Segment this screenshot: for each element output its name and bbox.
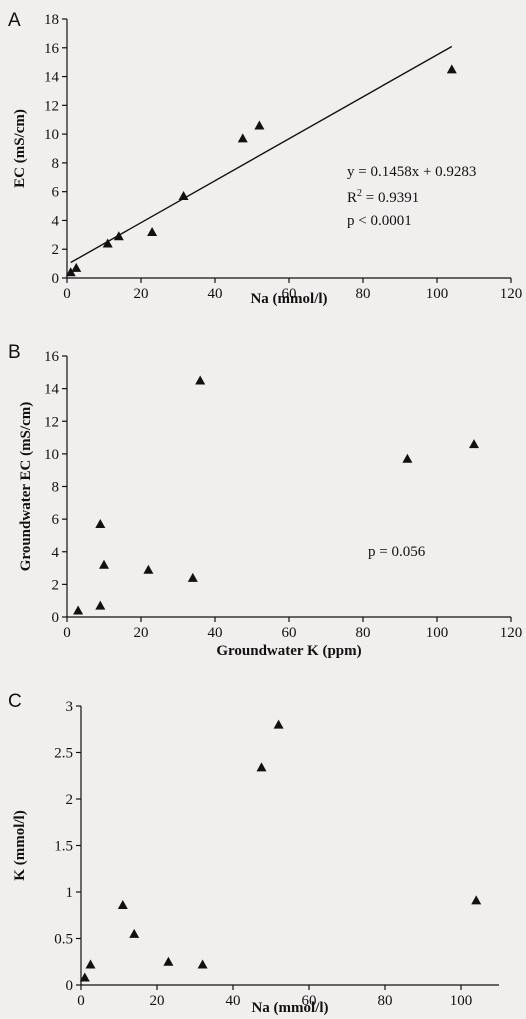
panel-a-chart: A y = 0.1458x + 0.9283 R2 = 0.9391 p < 0…	[8, 10, 522, 307]
panel-b-x-tick-label: 20	[134, 625, 149, 641]
panel-b-x-axis-title: Groundwater K (ppm)	[216, 643, 361, 659]
panel-b-y-tick-label: 10	[44, 447, 59, 463]
panel-b-chart: B p = 0.056 0 2 4 6 8 10 12 14 16 0 20 40 60 80 100 120…	[8, 342, 522, 659]
panel-c-letter: C	[8, 691, 22, 712]
panel-c-chart: C 0 0.5 1 1.5 2 2.5 3 0 20 40 60 80 100 Na (mmol/l) K …	[8, 691, 499, 1016]
panel-c-x-axis-title: Na (mmol/l)	[251, 1000, 328, 1016]
panel-a-data-point	[102, 238, 113, 248]
panel-c-data-point	[273, 719, 284, 729]
p-value-b: p = 0.056	[368, 544, 426, 560]
panel-c-x-tick-label: 20	[150, 993, 165, 1009]
panel-b-y-tick-label: 2	[52, 577, 60, 593]
panel-c-data-point	[129, 928, 140, 938]
regression-equation: y = 0.1458x + 0.9283	[347, 164, 476, 180]
panel-b-y-tick-label: 8	[52, 480, 60, 496]
panel-b-x-tick-label: 40	[208, 625, 223, 641]
panel-a-letter: A	[8, 10, 21, 31]
panel-c-x-tick-label: 100	[450, 993, 473, 1009]
panel-a-annotations: y = 0.1458x + 0.9283 R2 = 0.9391 p < 0.0…	[347, 164, 476, 229]
panel-b-data-point	[195, 375, 206, 385]
panel-b-y-tick-label: 14	[44, 382, 60, 398]
panel-b-y-tick-label: 16	[44, 349, 60, 365]
panel-a-x-tick-label: 120	[500, 286, 523, 302]
r-squared-superscript: 2	[357, 188, 362, 199]
panel-a-data-point	[65, 267, 76, 277]
panel-b-data-point	[402, 453, 413, 463]
r-squared-prefix: R	[347, 190, 357, 206]
panel-a-y-tick-label: 2	[52, 242, 60, 258]
panel-b-x-tick-label: 100	[426, 625, 449, 641]
panel-a-x-tick-label: 60	[282, 286, 297, 302]
panel-a-data-point	[71, 262, 82, 272]
panel-c-x-tick-label: 0	[77, 993, 85, 1009]
panel-a-data-point	[254, 120, 265, 130]
panel-a-y-tick-label: 18	[44, 12, 59, 28]
panel-b-x-tick-label: 80	[356, 625, 371, 641]
panel-b-data-point	[469, 439, 479, 449]
panel-a-y-tick-label: 0	[52, 271, 60, 287]
panel-c-y-tick-label: 1	[66, 885, 74, 901]
panel-b-x-tick-label: 0	[63, 625, 71, 641]
panel-b-y-tick-label: 4	[52, 545, 60, 561]
panel-c-data-point	[256, 762, 267, 772]
panel-b-letter: B	[8, 342, 21, 363]
panel-a-x-tick-label: 80	[356, 286, 371, 302]
panel-a-data-point	[446, 64, 457, 74]
panel-a-y-tick-label: 16	[44, 41, 60, 57]
panel-b-data-point	[99, 559, 109, 569]
panel-c-x-tick-label: 40	[226, 993, 241, 1009]
panel-a-y-tick-label: 8	[52, 156, 60, 172]
panel-a-x-tick-label: 100	[426, 286, 449, 302]
panel-b-data-point	[143, 564, 154, 574]
panel-b-data-point	[73, 605, 84, 615]
panel-a-x-tick-label: 40	[208, 286, 223, 302]
panel-a-x-axis-title: Na (mmol/l)	[250, 291, 327, 307]
panel-c-y-axis-title: K (mmol/l)	[12, 810, 28, 880]
panel-c-y-tick-label: 1.5	[54, 839, 73, 855]
r-squared-value: = 0.9391	[362, 190, 419, 206]
panel-c-y-tick-label: 0	[66, 978, 74, 994]
panel-c-x-tick-label: 80	[378, 993, 393, 1009]
panel-b-y-tick-label: 12	[44, 414, 59, 430]
panel-a-y-tick-label: 14	[44, 70, 60, 86]
panel-b-y-tick-label: 6	[52, 512, 60, 528]
panel-c-y-tick-label: 3	[66, 699, 74, 715]
panel-c-y-tick-label: 0.5	[54, 932, 73, 948]
panel-a-data-point	[237, 133, 248, 143]
panel-c-y-tick-label: 2	[66, 792, 74, 808]
panel-b-data-point	[187, 572, 198, 582]
panel-c-x-tick-label: 60	[302, 993, 317, 1009]
panel-a-data-point	[178, 190, 189, 200]
panel-c-data-point	[163, 956, 174, 966]
panel-a-y-tick-label: 4	[52, 213, 60, 229]
panel-a-data-point	[113, 231, 124, 241]
p-value-a: p < 0.0001	[347, 213, 412, 229]
panel-a-y-tick-label: 10	[44, 127, 59, 143]
panel-b-x-tick-label: 120	[500, 625, 523, 641]
panel-a-y-tick-label: 6	[52, 185, 60, 201]
panel-c-data-point	[471, 895, 482, 905]
panel-b-y-tick-label: 0	[52, 610, 60, 626]
panel-b-data-point	[95, 600, 106, 610]
panel-a-x-tick-label: 0	[63, 286, 71, 302]
panel-c-data-point	[117, 900, 128, 910]
panel-b-x-tick-label: 60	[282, 625, 297, 641]
panel-c-data-point	[79, 972, 90, 982]
panel-a-trend-line	[70, 45, 453, 264]
r-squared: R2 = 0.9391	[347, 188, 419, 206]
panel-c-y-tick-label: 2.5	[54, 746, 73, 762]
panel-a-data-point	[147, 226, 158, 236]
panel-b-y-axis-title: Groundwater EC (mS/cm)	[18, 402, 34, 571]
panel-b-data-point	[95, 519, 106, 529]
panel-a-y-tick-label: 12	[44, 98, 59, 114]
panel-c-data-point	[197, 959, 208, 969]
panel-c-data-point	[85, 959, 96, 969]
panel-a-y-axis-title: EC (mS/cm)	[12, 109, 28, 188]
panel-a-x-tick-label: 20	[134, 286, 149, 302]
